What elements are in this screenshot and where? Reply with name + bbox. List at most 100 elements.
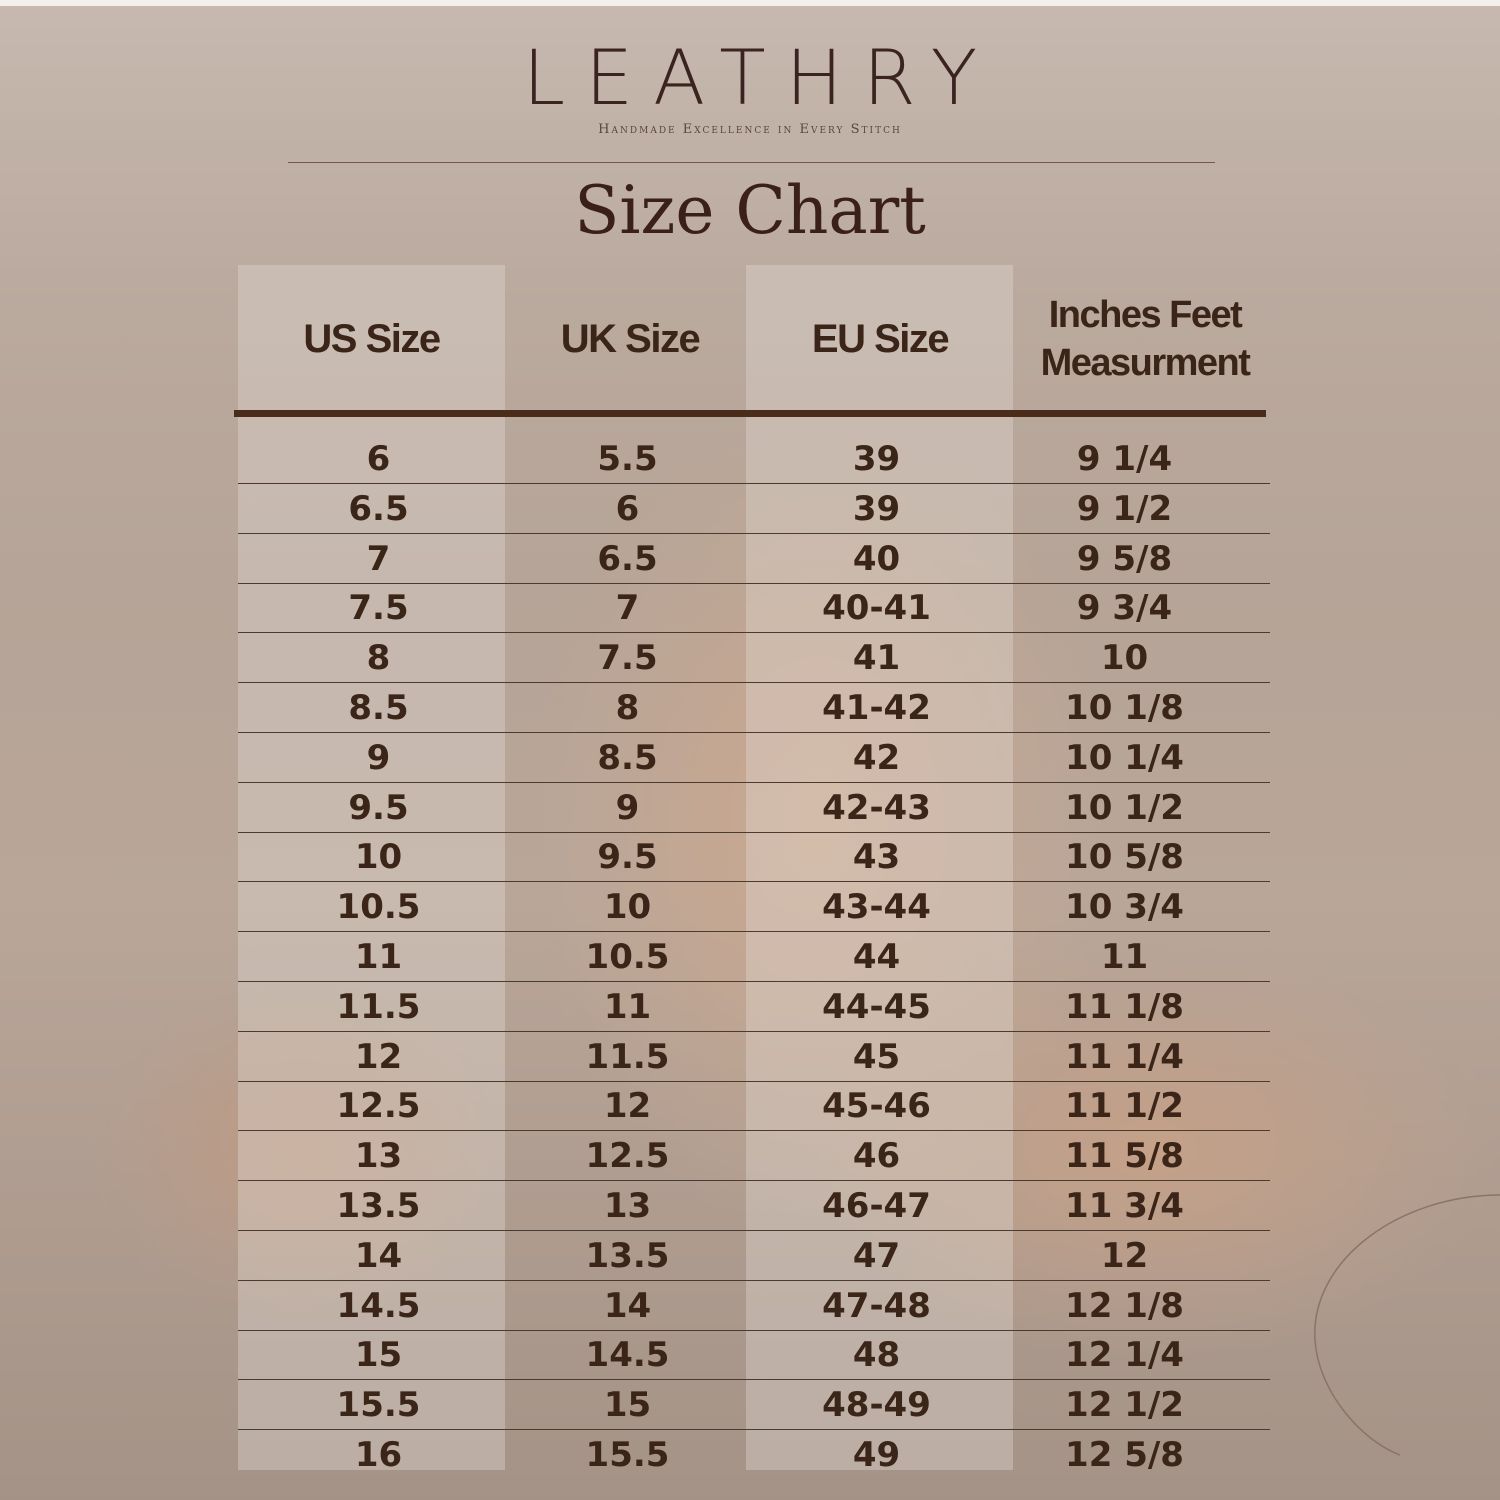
cell-eu-size: 45-46 xyxy=(822,1086,931,1127)
row-divider xyxy=(238,1180,1270,1182)
cell-eu-size: 43-44 xyxy=(822,887,931,928)
cell-inches: 11 5/8 xyxy=(1065,1136,1184,1177)
column-shade-eu xyxy=(746,265,1013,1470)
cell-uk-size: 6 xyxy=(615,488,640,529)
cell-inches: 9 3/4 xyxy=(1076,588,1173,629)
cell-uk-size: 7 xyxy=(615,588,640,629)
cell-eu-size: 42 xyxy=(852,737,901,778)
cell-uk-size: 8.5 xyxy=(597,737,658,778)
cell-inches: 10 1/2 xyxy=(1065,787,1184,828)
cell-us-size: 14.5 xyxy=(336,1285,421,1326)
cell-uk-size: 11 xyxy=(603,986,652,1027)
cell-eu-size: 41 xyxy=(852,638,901,679)
table-row: 11.5 11 44-45 11 1/8 xyxy=(238,982,1270,1032)
cell-uk-size: 14 xyxy=(603,1285,652,1326)
table-row: 6.5 6 39 9 1/2 xyxy=(238,484,1270,534)
cell-inches: 12 1/8 xyxy=(1065,1285,1184,1326)
table-row: 15.5 15 48-49 12 1/2 xyxy=(238,1380,1270,1431)
row-divider xyxy=(238,1230,1270,1231)
cell-eu-size: 41-42 xyxy=(822,688,931,728)
cell-us-size: 12.5 xyxy=(336,1086,421,1127)
cell-eu-size: 40-41 xyxy=(822,588,931,629)
cell-uk-size: 15 xyxy=(603,1385,652,1426)
cell-eu-size: 49 xyxy=(852,1435,901,1475)
top-border xyxy=(0,0,1500,6)
cell-uk-size: 7.5 xyxy=(597,638,658,679)
cell-eu-size: 40 xyxy=(852,538,901,579)
cell-uk-size: 9 xyxy=(615,787,640,828)
row-divider xyxy=(238,781,1270,783)
row-divider xyxy=(238,732,1270,733)
cell-inches: 10 1/8 xyxy=(1065,688,1184,728)
row-divider xyxy=(238,931,1270,933)
cell-us-size: 6.5 xyxy=(348,488,409,529)
cell-uk-size: 12 xyxy=(603,1086,652,1127)
table-row: 9 8.5 42 10 1/4 xyxy=(238,733,1270,783)
row-divider xyxy=(238,1279,1270,1281)
table-row: 6 5.5 39 9 1/4 xyxy=(238,434,1270,484)
brand-logo: LEATHRY xyxy=(522,33,998,122)
row-divider xyxy=(238,1429,1270,1431)
cell-inches: 11 1/4 xyxy=(1065,1036,1184,1077)
header-uk-size: UK Size xyxy=(560,317,701,361)
cell-uk-size: 13 xyxy=(603,1186,652,1226)
cell-inches: 11 1/2 xyxy=(1065,1086,1184,1127)
cell-eu-size: 45 xyxy=(852,1036,901,1077)
cell-inches: 11 3/4 xyxy=(1065,1186,1184,1226)
row-divider xyxy=(238,831,1270,833)
cell-us-size: 13.5 xyxy=(336,1186,421,1226)
divider xyxy=(288,162,1215,163)
row-divider xyxy=(238,1030,1270,1032)
table-row: 13 12.5 46 11 5/8 xyxy=(238,1131,1270,1182)
cell-inches: 10 3/4 xyxy=(1065,887,1184,928)
cell-eu-size: 46 xyxy=(852,1136,901,1177)
cell-us-size: 7 xyxy=(366,538,391,579)
cell-us-size: 9.5 xyxy=(348,787,409,828)
cell-inches: 12 1/2 xyxy=(1065,1385,1184,1426)
table-row: 9.5 9 42-43 10 1/2 xyxy=(238,783,1270,833)
table-row: 14.5 14 47-48 12 1/8 xyxy=(238,1281,1270,1331)
table-row: 14 13.5 47 12 xyxy=(238,1231,1270,1281)
table-row: 8 7.5 41 10 xyxy=(238,633,1270,684)
row-divider xyxy=(238,1379,1270,1381)
table-row: 16 15.5 49 12 5/8 xyxy=(238,1430,1270,1480)
cell-inches: 9 1/4 xyxy=(1076,439,1173,479)
row-divider xyxy=(238,532,1270,534)
cell-inches: 11 xyxy=(1100,937,1149,977)
row-divider xyxy=(238,682,1270,684)
cell-inches: 9 1/2 xyxy=(1076,488,1173,529)
cell-us-size: 14 xyxy=(354,1235,403,1276)
cell-us-size: 9 xyxy=(366,737,391,778)
cell-uk-size: 5.5 xyxy=(597,439,658,479)
cell-us-size: 6 xyxy=(366,439,391,479)
cell-inches: 12 1/4 xyxy=(1065,1335,1184,1376)
cell-us-size: 12 xyxy=(354,1036,403,1077)
cell-inches: 12 5/8 xyxy=(1065,1435,1184,1475)
cell-uk-size: 14.5 xyxy=(585,1335,670,1376)
decorative-arc xyxy=(1314,1194,1500,1456)
cell-us-size: 8 xyxy=(366,638,391,679)
cell-uk-size: 8 xyxy=(615,688,640,728)
table-row: 13.5 13 46-47 11 3/4 xyxy=(238,1181,1270,1231)
cell-eu-size: 47 xyxy=(852,1235,901,1276)
cell-us-size: 11.5 xyxy=(336,986,421,1027)
row-divider xyxy=(238,1329,1270,1331)
cell-uk-size: 6.5 xyxy=(597,538,658,579)
cell-uk-size: 10 xyxy=(603,887,652,928)
cell-uk-size: 9.5 xyxy=(597,837,658,878)
cell-eu-size: 47-48 xyxy=(822,1285,931,1326)
row-divider xyxy=(238,632,1270,634)
cell-us-size: 15 xyxy=(354,1335,403,1376)
cell-inches: 9 5/8 xyxy=(1076,538,1173,579)
cell-uk-size: 11.5 xyxy=(585,1036,670,1077)
cell-us-size: 16 xyxy=(354,1435,403,1475)
cell-eu-size: 44-45 xyxy=(822,986,931,1027)
cell-us-size: 13 xyxy=(354,1136,403,1177)
cell-eu-size: 39 xyxy=(852,488,901,529)
cell-eu-size: 48-49 xyxy=(822,1385,931,1426)
table-row: 8.5 8 41-42 10 1/8 xyxy=(238,683,1270,733)
cell-us-size: 10 xyxy=(354,837,403,878)
column-shade-us xyxy=(238,265,505,1470)
table-row: 12 11.5 45 11 1/4 xyxy=(238,1032,1270,1082)
cell-inches: 10 5/8 xyxy=(1065,837,1184,878)
